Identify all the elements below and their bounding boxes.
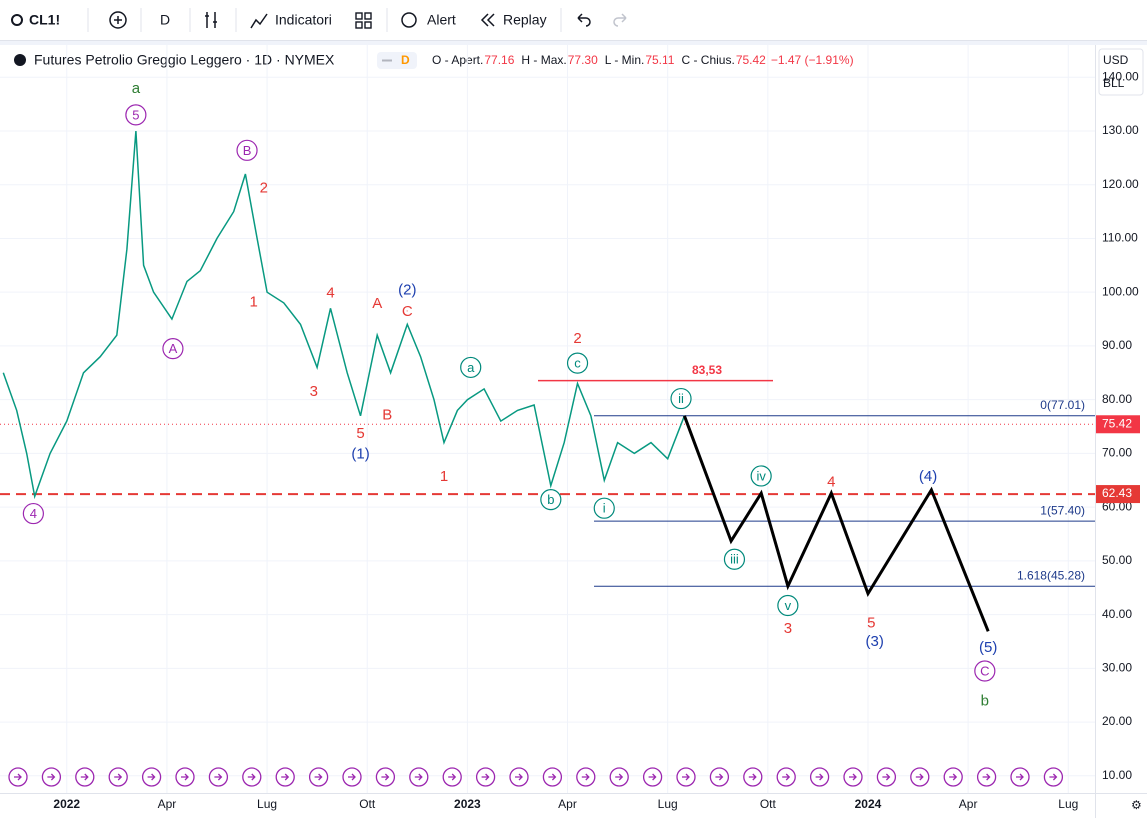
- wave-label: iii: [730, 552, 739, 567]
- alert[interactable]: Alert: [427, 12, 456, 28]
- symbol[interactable]: CL1!: [29, 12, 60, 28]
- price-tick-label: 40.00: [1102, 607, 1132, 621]
- price-tick-label: 30.00: [1102, 661, 1132, 675]
- ohlc-value: 75.11: [645, 53, 674, 67]
- price-tick-label: 130.00: [1102, 123, 1139, 137]
- time-tick-label: Ott: [359, 797, 376, 811]
- wave-label: A: [372, 295, 382, 312]
- wave-label: 4: [30, 506, 37, 521]
- time-tick-label: 2024: [855, 797, 882, 811]
- ohlc-value: 75.42: [736, 53, 766, 67]
- price-tick-label: 80.00: [1102, 392, 1132, 406]
- wave-label: v: [785, 598, 792, 613]
- price-tick-label: 10.00: [1102, 768, 1132, 782]
- resistance-label: 83,53: [692, 363, 722, 377]
- fib-label: 1.618(45.28): [1017, 568, 1085, 582]
- fib-label: 1(57.40): [1040, 503, 1085, 517]
- wave-label: ii: [678, 391, 684, 406]
- badge: D: [401, 53, 410, 67]
- wave-label: (3): [865, 633, 883, 650]
- wave-label: 5: [356, 425, 364, 442]
- wave-label: a: [467, 360, 475, 375]
- time-tick-label: Apr: [959, 797, 978, 811]
- time-tick-label: Lug: [257, 797, 277, 811]
- wave-label: i: [603, 501, 606, 516]
- wave-label: B: [243, 143, 252, 158]
- price-line: [3, 131, 684, 496]
- time-tick-label: Apr: [558, 797, 577, 811]
- price-tick-label: 110.00: [1102, 231, 1138, 245]
- currency[interactable]: USD: [1103, 53, 1129, 67]
- replay[interactable]: Replay: [503, 12, 547, 28]
- wave-label: 5: [132, 107, 139, 122]
- price-tick-label: 70.00: [1102, 446, 1132, 460]
- time-tick-label: Apr: [158, 797, 177, 811]
- wave-label: (2): [398, 281, 416, 298]
- wave-label: b: [547, 492, 554, 507]
- fib-label: 0(77.01): [1040, 398, 1085, 412]
- price-tick-label: 90.00: [1102, 338, 1132, 352]
- ohlc-label: O - Apert.: [432, 53, 483, 67]
- time-tick-label: Lug: [658, 797, 678, 811]
- change: −1.47 (−1.91%): [771, 53, 854, 67]
- wave-label: b: [981, 693, 989, 710]
- wave-label: iv: [756, 468, 766, 483]
- interval[interactable]: D: [160, 12, 170, 28]
- wave-label: 2: [573, 330, 581, 347]
- ohlc-label: L - Min.: [605, 53, 645, 67]
- ohlc-label: C - Chius.: [681, 53, 734, 67]
- price-tick-label: 100.00: [1102, 284, 1139, 298]
- wave-label: 3: [784, 620, 792, 637]
- time-tick-label: 2022: [53, 797, 80, 811]
- wave-label: 4: [827, 473, 835, 490]
- indicators[interactable]: Indicatori: [275, 12, 332, 28]
- price-tick-label: 50.00: [1102, 553, 1132, 567]
- wave-label: (5): [979, 639, 997, 656]
- wave-label: c: [574, 356, 581, 371]
- projection-path: [684, 416, 988, 632]
- wave-label: a: [132, 80, 141, 97]
- chart-title: Futures Petrolio Greggio Leggero · 1D · …: [34, 52, 335, 68]
- toolbar: [0, 0, 1147, 40]
- wave-label: C: [402, 303, 413, 320]
- price-badge-label: 62.43: [1102, 486, 1132, 500]
- wave-label: 1: [250, 293, 258, 310]
- price-badge-label: 75.42: [1102, 416, 1132, 430]
- wave-label: A: [169, 341, 178, 356]
- wave-label: 3: [310, 383, 318, 400]
- time-tick-label: 2023: [454, 797, 481, 811]
- wave-label: C: [980, 663, 989, 678]
- wave-label: 1: [440, 468, 448, 485]
- time-tick-label: Ott: [760, 797, 777, 811]
- ohlc-value: 77.30: [568, 53, 598, 67]
- time-tick-label: Lug: [1058, 797, 1078, 811]
- wave-label: B: [382, 407, 392, 424]
- symbol-logo: [14, 54, 26, 66]
- ohlc-value: 77.16: [484, 53, 514, 67]
- wave-label: 5: [867, 615, 875, 632]
- wave-label: (1): [351, 445, 369, 462]
- price-tick-label: 140.00: [1102, 69, 1139, 83]
- price-tick-label: 20.00: [1102, 714, 1132, 728]
- price-tick-label: 120.00: [1102, 177, 1139, 191]
- wave-label: 2: [260, 179, 268, 196]
- wave-label: 4: [326, 285, 334, 302]
- ohlc-label: H - Max.: [521, 53, 566, 67]
- settings[interactable]: ⚙: [1131, 798, 1142, 812]
- wave-label: (4): [919, 468, 937, 485]
- separator: [0, 41, 1147, 45]
- ohlc: O - Apert.77.16 H - Max.77.30 L - Min.75.1…: [432, 53, 854, 67]
